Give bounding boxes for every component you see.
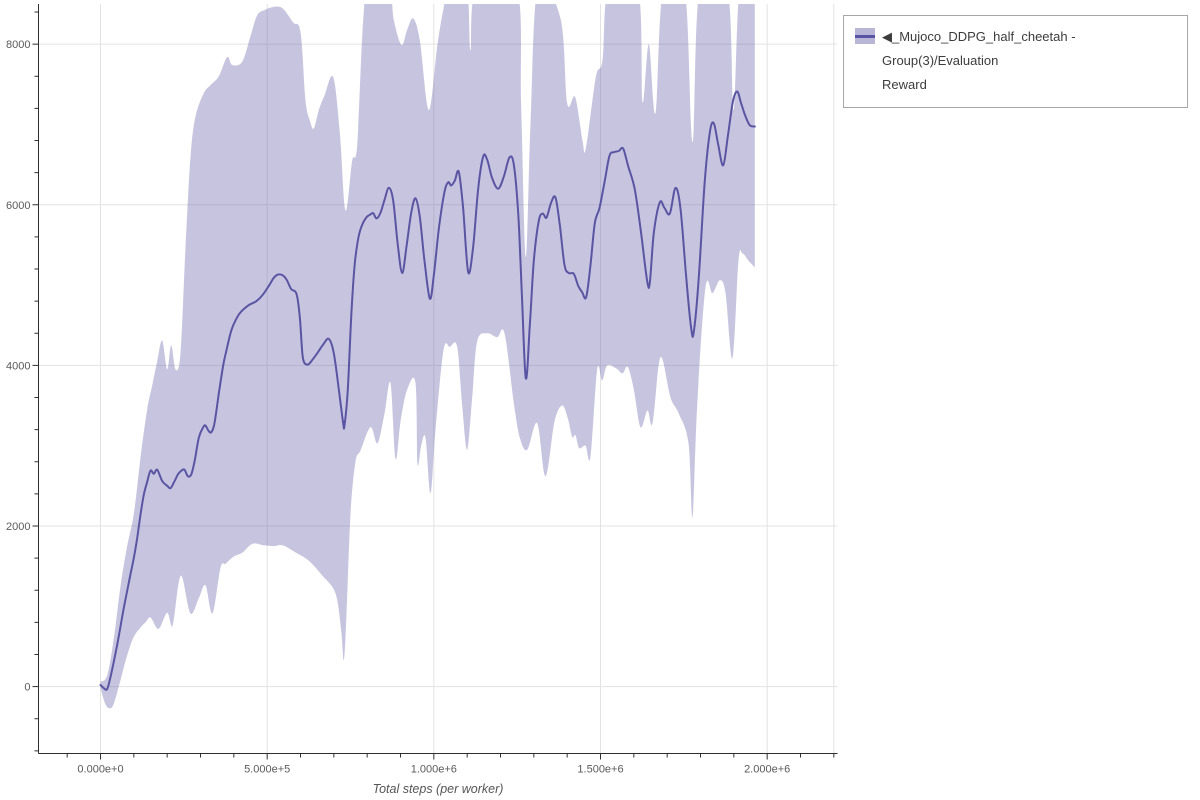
legend-label-line2: Reward (882, 77, 927, 92)
x-tick-label: 1.000e+6 (411, 764, 457, 776)
x-tick-label: 1.500e+6 (577, 764, 623, 776)
x-tick-label: 2.000e+6 (744, 764, 790, 776)
tick-labels: 0.000e+0 5.000e+5 1.000e+6 1.500e+6 2.000e+6… (6, 39, 790, 775)
legend-entry[interactable]: ◀_Mujoco_DDPG_half_cheetah - Group(3)/Ev… (854, 25, 1177, 97)
y-tick-label: 0 (24, 682, 30, 694)
legend-label-line1: ◀_Mujoco_DDPG_half_cheetah - Group(3)/Ev… (882, 29, 1076, 68)
legend-label: ◀_Mujoco_DDPG_half_cheetah - Group(3)/Ev… (882, 25, 1177, 97)
gridlines (38, 4, 838, 754)
confidence-band (100, 4, 755, 709)
y-tick-label: 8000 (6, 39, 30, 51)
y-tick-label: 4000 (6, 360, 30, 372)
legend: ◀_Mujoco_DDPG_half_cheetah - Group(3)/Ev… (843, 15, 1188, 108)
y-tick-label: 2000 (6, 521, 30, 533)
series-band-swatch-icon (855, 28, 875, 44)
x-tick-label: 0.000e+0 (77, 764, 123, 776)
series-line (99, 90, 756, 691)
series-line-swatch-icon (855, 34, 875, 38)
axes (32, 4, 838, 760)
plot-area[interactable] (99, 0, 756, 709)
x-tick-label: 5.000e+5 (244, 764, 290, 776)
y-tick-label: 6000 (6, 200, 30, 212)
x-axis-title: Total steps (per worker) (372, 782, 504, 796)
